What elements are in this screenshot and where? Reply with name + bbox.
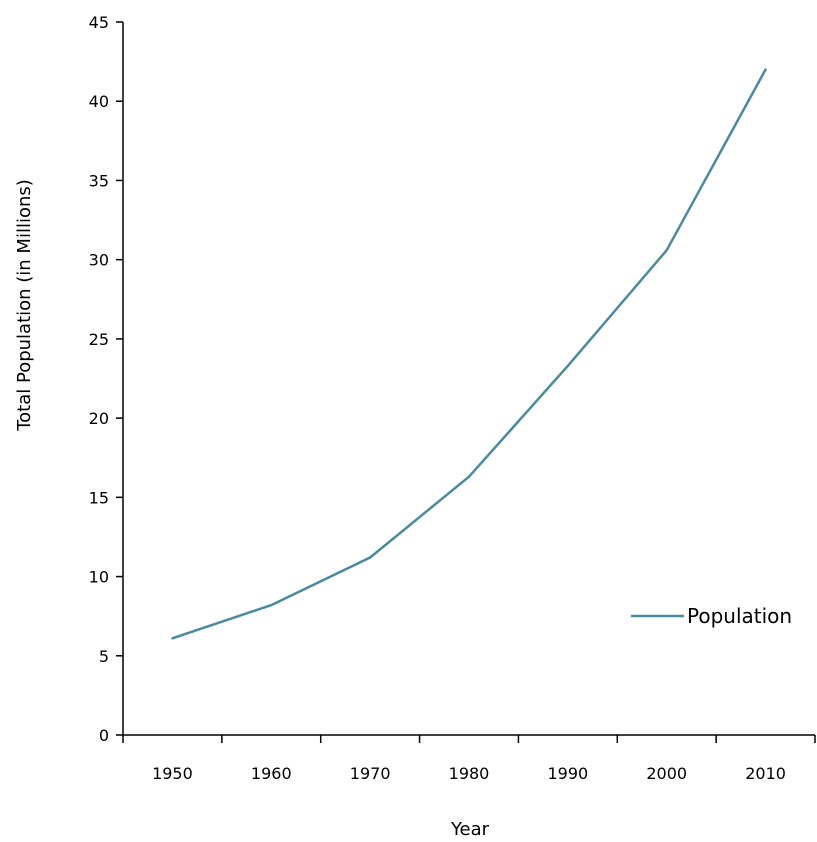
data-point: [665, 248, 668, 252]
x-tick-label: 1960: [251, 764, 292, 783]
data-point: [270, 603, 273, 607]
x-tick-label: 1970: [350, 764, 391, 783]
y-tick-label: 15: [89, 488, 109, 507]
y-tick-label: 35: [89, 171, 109, 190]
series-layer: [171, 68, 767, 640]
y-tick-label: 0: [99, 726, 109, 745]
y-tick-label: 5: [99, 647, 109, 666]
x-tick-label: 2010: [745, 764, 786, 783]
data-point: [467, 475, 471, 478]
x-axis-title: Year: [450, 819, 490, 840]
series-line-population: [172, 68, 767, 640]
y-axis: 0 5 10 15 20 25 30 35 40 45: [89, 13, 124, 745]
x-tick-label: 2000: [646, 764, 687, 783]
y-tick-label: 20: [89, 409, 109, 428]
x-tick-label: 1990: [547, 764, 588, 783]
data-point: [764, 68, 767, 71]
y-tick-label: 25: [89, 330, 109, 349]
y-axis-title: Total Population (in Millions): [14, 179, 35, 432]
legend-label: Population: [687, 604, 792, 628]
y-tick-label: 30: [89, 251, 109, 270]
x-tick-label: 1950: [152, 764, 193, 783]
data-point: [368, 556, 372, 559]
data-point: [566, 364, 570, 368]
y-tick-label: 10: [89, 568, 109, 587]
data-point: [171, 637, 174, 640]
legend: Population: [631, 604, 792, 628]
x-axis: 1950 1960 1970 1980 1990 2000 2010: [122, 734, 816, 783]
y-tick-label: 40: [89, 92, 109, 111]
x-tick-label: 1980: [449, 764, 490, 783]
y-tick-label: 45: [89, 13, 109, 32]
